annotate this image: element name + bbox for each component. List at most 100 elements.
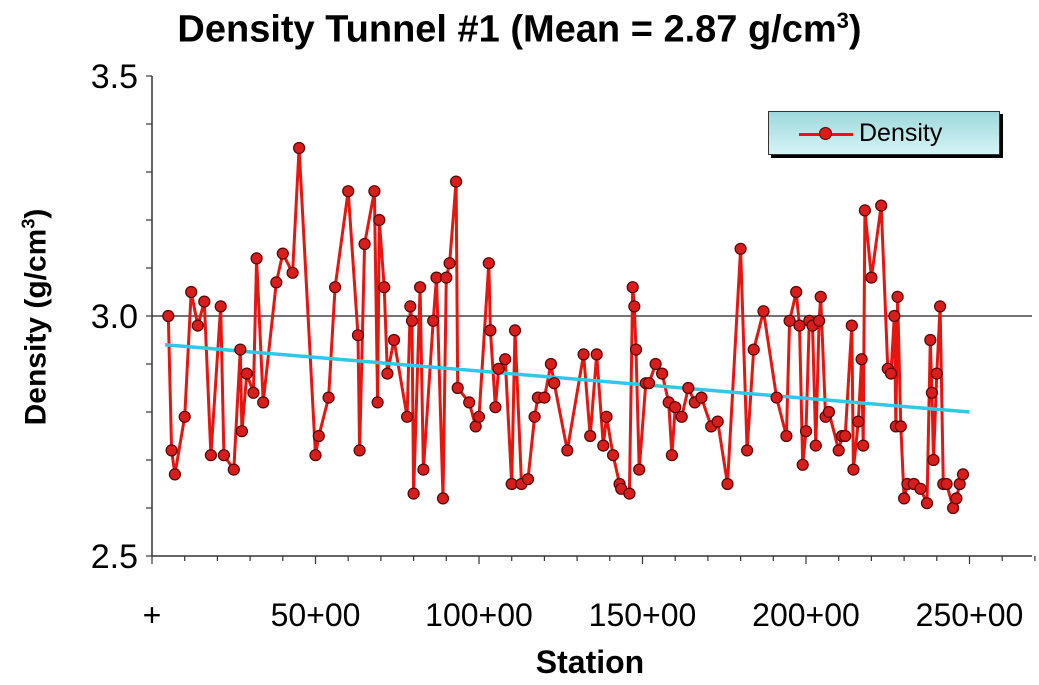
density-point bbox=[855, 353, 868, 366]
density-point bbox=[373, 213, 386, 227]
density-point bbox=[227, 463, 240, 476]
density-point bbox=[368, 185, 381, 198]
density-point bbox=[600, 410, 613, 423]
density-point bbox=[628, 300, 641, 313]
density-point bbox=[920, 497, 934, 510]
density-point bbox=[492, 362, 505, 375]
density-point bbox=[845, 319, 858, 332]
density-point bbox=[814, 290, 827, 303]
density-point bbox=[247, 386, 260, 399]
density-point bbox=[472, 410, 486, 423]
density-point bbox=[629, 343, 643, 356]
density-point bbox=[626, 281, 639, 294]
density-point bbox=[669, 401, 682, 414]
y-tick-label: 3.5 bbox=[91, 58, 138, 96]
density-point bbox=[590, 348, 603, 361]
density-point bbox=[721, 477, 734, 491]
density-point bbox=[270, 276, 283, 289]
density-point bbox=[463, 396, 476, 409]
density-point bbox=[387, 333, 401, 347]
density-point bbox=[747, 343, 760, 356]
density-point bbox=[165, 444, 178, 457]
density-point bbox=[584, 429, 597, 443]
density-point bbox=[353, 444, 366, 457]
density-point bbox=[322, 391, 335, 404]
x-tick-label: 250+00 bbox=[916, 597, 1024, 633]
density-point bbox=[793, 319, 806, 332]
density-point bbox=[597, 439, 610, 452]
density-point bbox=[933, 300, 947, 313]
x-tick-label: 50+00 bbox=[271, 597, 361, 633]
density-point bbox=[796, 458, 809, 471]
density-point bbox=[548, 377, 561, 390]
density-point bbox=[897, 492, 911, 505]
density-point bbox=[234, 343, 247, 356]
density-point bbox=[250, 252, 263, 265]
density-point bbox=[740, 444, 754, 457]
density-point bbox=[451, 381, 464, 395]
density-point bbox=[655, 367, 669, 380]
density-point bbox=[427, 314, 440, 327]
density-point bbox=[450, 175, 463, 188]
density-point bbox=[956, 468, 970, 481]
density-point bbox=[888, 309, 901, 323]
density-point bbox=[930, 367, 943, 380]
x-tick-label: + bbox=[143, 597, 162, 633]
density-point bbox=[695, 391, 708, 404]
density-point bbox=[884, 367, 898, 380]
density-point bbox=[191, 319, 204, 332]
density-point bbox=[809, 439, 822, 452]
x-tick-label: 150+00 bbox=[589, 597, 697, 633]
density-point bbox=[217, 449, 230, 462]
density-point bbox=[642, 377, 656, 390]
density-point bbox=[286, 266, 299, 279]
density-point bbox=[839, 429, 852, 443]
density-point bbox=[858, 204, 872, 217]
density-series-line bbox=[166, 146, 965, 510]
density-point bbox=[927, 453, 940, 467]
density-point bbox=[852, 415, 865, 428]
legend: Density bbox=[768, 111, 1000, 155]
density-point bbox=[790, 285, 803, 299]
density-point bbox=[214, 300, 227, 313]
density-point bbox=[544, 357, 558, 371]
density-point bbox=[711, 415, 724, 428]
density-point bbox=[401, 410, 414, 423]
density-point bbox=[623, 487, 636, 500]
density-point bbox=[649, 357, 662, 371]
density-point bbox=[865, 271, 878, 284]
density-point bbox=[508, 324, 522, 337]
density-point bbox=[198, 295, 211, 308]
chart-title: Density Tunnel #1 (Mean = 2.87 g/cm3) bbox=[177, 8, 862, 51]
density-point bbox=[404, 300, 417, 313]
density-point bbox=[940, 477, 953, 491]
x-tick-label: 200+00 bbox=[752, 597, 860, 633]
density-point bbox=[240, 367, 253, 380]
density-point bbox=[538, 391, 551, 404]
trend-line bbox=[164, 343, 970, 414]
density-point bbox=[381, 367, 394, 380]
density-point bbox=[857, 439, 870, 452]
density-point bbox=[257, 396, 270, 409]
density-point bbox=[799, 425, 813, 438]
density-point bbox=[950, 492, 963, 505]
density-point bbox=[443, 257, 456, 270]
density-point bbox=[894, 420, 907, 433]
y-axis-label: Density (g/cm3) bbox=[18, 208, 53, 426]
x-tick-label: 100+00 bbox=[425, 597, 533, 633]
density-point bbox=[235, 425, 248, 438]
density-point bbox=[309, 449, 322, 462]
density-point bbox=[891, 290, 904, 303]
density-point bbox=[770, 391, 783, 404]
density-point bbox=[405, 314, 419, 327]
density-point bbox=[633, 463, 646, 476]
density-point bbox=[293, 141, 306, 155]
density-point bbox=[482, 257, 495, 270]
density-point bbox=[312, 429, 325, 443]
density-point bbox=[847, 463, 860, 476]
density-point bbox=[329, 281, 342, 294]
density-point bbox=[734, 242, 747, 255]
density-point bbox=[378, 281, 391, 294]
density-point bbox=[757, 305, 770, 318]
